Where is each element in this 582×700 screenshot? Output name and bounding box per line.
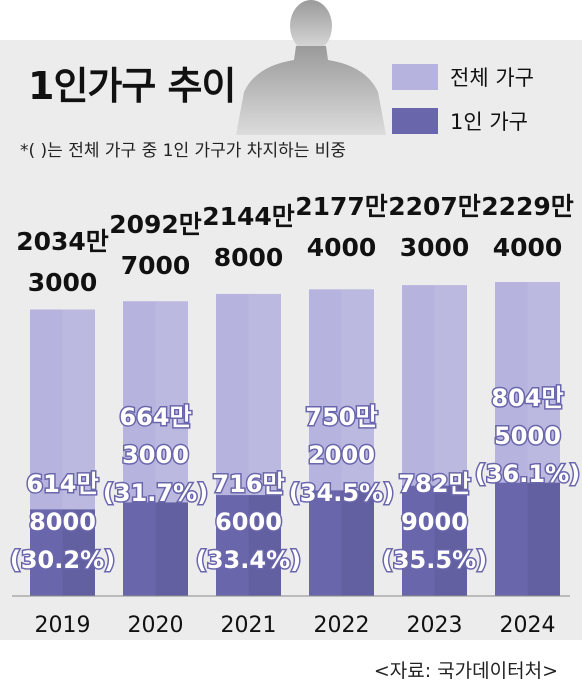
bar-single-shade-2023 xyxy=(434,485,467,596)
total-value-label-2024: 2229만 xyxy=(481,192,574,221)
legend-swatch-single xyxy=(392,108,438,134)
total-value-label-2020: 7000 xyxy=(121,251,191,280)
x-tick-label-2019: 2019 xyxy=(35,613,91,638)
x-tick-label-2023: 2023 xyxy=(407,613,463,638)
x-tick-label-2021: 2021 xyxy=(221,613,277,638)
bar-single-2022 xyxy=(309,490,374,596)
chart-title: 1인가구 추이 xyxy=(28,64,236,108)
x-tick-label-2020: 2020 xyxy=(128,613,184,638)
single-value-label-2019: 614만 xyxy=(26,470,98,498)
total-value-label-2020: 2092만 xyxy=(109,210,202,239)
single-value-label-2024: 804만 xyxy=(491,384,563,412)
bar-single-2021 xyxy=(216,495,281,596)
single-value-label-2019: 8000 xyxy=(29,508,96,536)
single-value-label-2020: (31.7%) xyxy=(103,479,208,507)
single-value-label-2021: 6000 xyxy=(215,508,282,536)
source-credit: <자료: 국가데이터처> xyxy=(373,660,558,682)
single-value-label-2023: 782만 xyxy=(398,470,470,498)
bar-single-shade-2019 xyxy=(62,509,95,596)
x-tick-label-2024: 2024 xyxy=(500,613,556,638)
single-value-label-2024: 5000 xyxy=(494,422,561,450)
total-value-label-2019: 2034만 xyxy=(16,227,109,256)
total-value-label-2019: 3000 xyxy=(28,268,98,297)
single-value-label-2020: 3000 xyxy=(122,441,189,469)
legend-swatch-total xyxy=(392,64,438,90)
single-value-label-2021: (33.4%) xyxy=(196,546,301,574)
chart-panel xyxy=(0,40,582,640)
total-value-label-2021: 2144만 xyxy=(202,202,295,231)
single-value-label-2023: 9000 xyxy=(401,508,468,536)
legend-item-single: 1인 가구 xyxy=(392,102,534,140)
single-value-label-2021: 716만 xyxy=(212,470,284,498)
single-value-label-2020: 664만 xyxy=(119,403,191,431)
bar-single-2020 xyxy=(123,502,188,596)
total-value-label-2023: 2207만 xyxy=(388,192,481,221)
single-value-label-2019: (30.2%) xyxy=(10,546,115,574)
total-value-label-2022: 4000 xyxy=(307,233,377,262)
bar-single-shade-2022 xyxy=(341,490,374,596)
single-value-label-2022: 2000 xyxy=(308,441,375,469)
bar-single-2019 xyxy=(30,509,95,596)
total-value-label-2023: 3000 xyxy=(400,233,470,262)
share-footnote: *( )는 전체 가구 중 1인 가구가 차지하는 비중 xyxy=(20,141,347,161)
bar-single-shade-2020 xyxy=(155,502,188,596)
single-value-label-2022: (34.5%) xyxy=(289,479,394,507)
bar-single-shade-2024 xyxy=(527,482,560,596)
x-tick-label-2022: 2022 xyxy=(314,613,370,638)
bar-single-2023 xyxy=(402,485,467,596)
single-value-label-2023: (35.5%) xyxy=(382,546,487,574)
legend-item-total: 전체 가구 xyxy=(392,58,534,96)
total-value-label-2021: 8000 xyxy=(214,243,284,272)
total-value-label-2024: 4000 xyxy=(493,233,563,262)
single-value-label-2022: 750만 xyxy=(305,403,377,431)
legend-label-single: 1인 가구 xyxy=(450,110,528,134)
bar-single-shade-2021 xyxy=(248,495,281,596)
single-value-label-2024: (36.1%) xyxy=(475,460,580,488)
person-silhouette-icon xyxy=(236,0,386,135)
legend-label-total: 전체 가구 xyxy=(450,66,534,90)
bar-single-2024 xyxy=(495,482,560,596)
chart-legend: 전체 가구 1인 가구 xyxy=(392,58,534,146)
total-value-label-2022: 2177만 xyxy=(295,192,388,221)
